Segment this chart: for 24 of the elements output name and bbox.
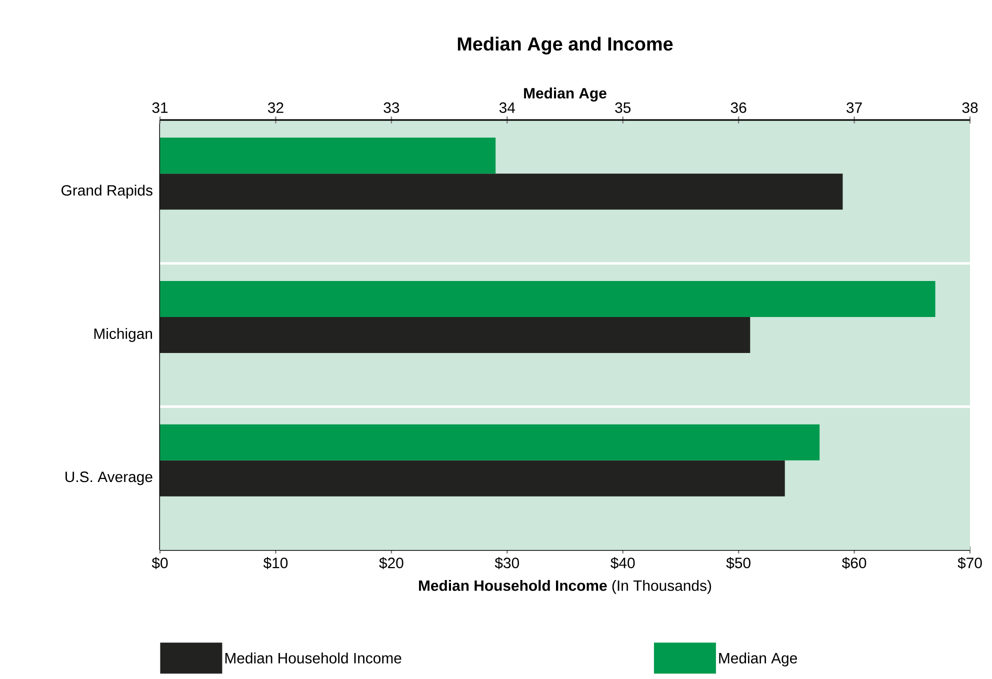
x-tick-label: $30	[494, 557, 520, 570]
x2-tick-label: 33	[384, 102, 400, 113]
x2-tick-label: 31	[152, 102, 168, 113]
x-tick-label: $40	[610, 557, 635, 570]
x2-tick-label: 32	[268, 102, 284, 113]
x-tick-label: $10	[263, 557, 288, 570]
x2-tick-label: 38	[962, 102, 978, 113]
x2-tick-label: 35	[615, 102, 631, 113]
legend-label: Median Age	[719, 652, 798, 666]
y-tick-label: U.S. Average	[66, 472, 152, 486]
x-axis-title: Median Household Income (In Thousands)	[419, 580, 712, 594]
x-tick-label: $70	[958, 557, 982, 570]
x2-tick-label: 37	[846, 102, 862, 113]
chart-title: Median Age and Income	[458, 36, 673, 54]
x-tick-label: $60	[842, 557, 866, 570]
x-tick-label: $0	[152, 557, 168, 570]
x2-tick-label: 36	[730, 102, 746, 113]
x2-tick-label: 34	[499, 102, 516, 113]
y-tick-label: Grand Rapids	[62, 184, 152, 199]
x-tick-label: $20	[379, 557, 404, 570]
y-tick-label: Michigan	[94, 328, 152, 342]
x2-axis-title: Median Age	[524, 88, 606, 102]
legend-label: Median Household Income	[225, 652, 402, 664]
x-tick-label: $50	[726, 557, 750, 570]
